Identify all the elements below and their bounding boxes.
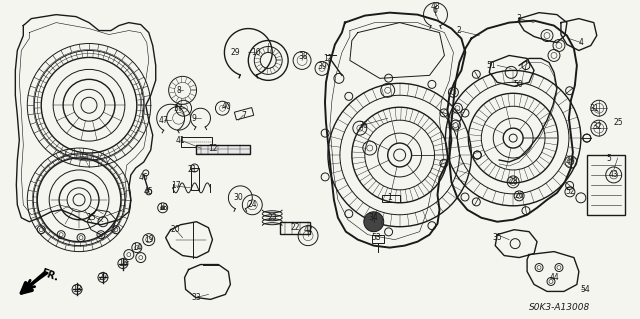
Text: 41: 41 — [176, 136, 186, 145]
Text: 50: 50 — [513, 80, 523, 89]
Text: 52: 52 — [565, 187, 575, 197]
Text: 36: 36 — [358, 121, 368, 130]
Text: 30: 30 — [234, 193, 243, 202]
Text: 13: 13 — [72, 285, 82, 294]
Text: 28: 28 — [508, 177, 518, 186]
Text: 34: 34 — [369, 213, 379, 222]
Text: 38: 38 — [298, 52, 308, 61]
Text: 8: 8 — [176, 86, 181, 95]
Text: 14: 14 — [132, 243, 141, 252]
Text: 43: 43 — [609, 170, 619, 179]
Text: 10: 10 — [252, 48, 261, 57]
Circle shape — [161, 206, 164, 210]
Text: 37: 37 — [173, 104, 184, 113]
Text: 18: 18 — [158, 203, 168, 212]
Text: S0K3-A13008: S0K3-A13008 — [529, 303, 590, 312]
Text: 4: 4 — [579, 38, 583, 47]
Text: 32: 32 — [592, 122, 602, 131]
Text: 3: 3 — [516, 14, 522, 23]
Text: 22: 22 — [291, 223, 300, 232]
Text: 54: 54 — [580, 285, 589, 294]
Text: 20: 20 — [171, 225, 180, 234]
Text: 51: 51 — [486, 61, 496, 70]
Text: 29: 29 — [230, 48, 240, 57]
Text: 24: 24 — [248, 200, 257, 209]
Bar — [587, 155, 625, 215]
Text: 15: 15 — [86, 213, 96, 222]
Text: 39: 39 — [317, 62, 327, 71]
Bar — [196, 145, 250, 154]
Text: 21: 21 — [188, 166, 197, 174]
Text: 23: 23 — [268, 213, 277, 222]
Text: 31: 31 — [589, 104, 598, 113]
Bar — [381, 195, 399, 202]
Text: 16: 16 — [118, 259, 127, 268]
Text: 33: 33 — [191, 293, 202, 302]
Text: 45: 45 — [144, 187, 154, 197]
Text: 9: 9 — [191, 114, 196, 123]
Text: 42: 42 — [303, 225, 313, 234]
Text: 11: 11 — [323, 54, 333, 63]
Text: 5: 5 — [606, 153, 611, 162]
Text: 47: 47 — [159, 116, 168, 125]
Text: 7: 7 — [241, 111, 246, 120]
Text: 1: 1 — [387, 193, 392, 202]
Bar — [372, 235, 384, 243]
Text: 35: 35 — [492, 233, 502, 242]
Bar — [180, 137, 212, 147]
Text: 46: 46 — [139, 174, 148, 182]
Bar — [280, 222, 310, 234]
Text: 19: 19 — [144, 235, 154, 244]
Text: 6: 6 — [432, 6, 437, 15]
Text: 17: 17 — [171, 182, 180, 190]
Text: 49: 49 — [566, 158, 576, 167]
Circle shape — [364, 212, 384, 232]
Text: 12: 12 — [208, 144, 217, 152]
Text: 44: 44 — [550, 273, 560, 282]
Text: 27: 27 — [98, 273, 108, 282]
Bar — [234, 108, 253, 120]
Text: 26: 26 — [515, 191, 524, 200]
Text: 53: 53 — [371, 233, 381, 242]
Bar — [191, 168, 198, 190]
Text: FR.: FR. — [39, 268, 60, 283]
Text: 2: 2 — [456, 26, 461, 35]
Text: 48: 48 — [431, 2, 440, 11]
Text: 40: 40 — [221, 102, 231, 111]
Text: 25: 25 — [614, 118, 623, 127]
